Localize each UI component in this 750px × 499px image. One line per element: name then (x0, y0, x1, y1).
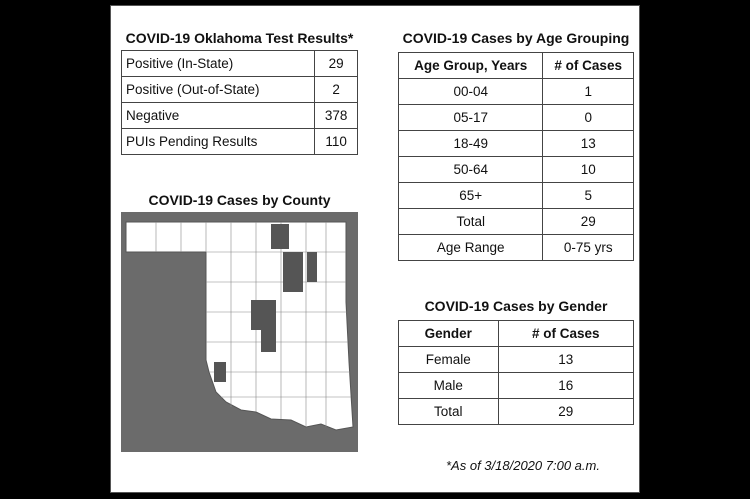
cell: Total (397, 208, 544, 235)
header-cell: # of Cases (497, 320, 635, 347)
case-counties (214, 224, 317, 382)
panel: COVID-19 Oklahoma Test Results* Positive… (110, 5, 640, 493)
row: 00-04 1 (397, 78, 634, 105)
cell: Negative (120, 102, 316, 129)
cell: 0-75 yrs (542, 234, 634, 261)
row: 50-64 10 (397, 156, 634, 183)
cell: 65+ (397, 182, 544, 209)
cell: 378 (314, 102, 358, 129)
test-results-table: Positive (In-State) 29 Positive (Out-of-St… (120, 50, 358, 155)
table-title: COVID-19 Oklahoma Test Results* (125, 30, 354, 46)
cell: 00-04 (397, 78, 544, 105)
row: Positive (In-State) 29 (120, 50, 358, 77)
header-cell: Gender (398, 320, 499, 347)
cell: Positive (In-State) (120, 50, 316, 77)
header-row: Age Group, Years # of Cases (397, 52, 634, 79)
table-title: COVID-19 Cases by Gender (424, 298, 608, 314)
county-map (121, 212, 358, 452)
cell: 2 (314, 76, 358, 103)
row: Positive (Out-of-State) 2 (120, 76, 358, 103)
gender-table: Gender # of Cases Female 13 Male 16 Total 29 (398, 320, 635, 425)
footnote: *As of 3/18/2020 7:00 a.m. (446, 458, 600, 473)
row: Total 29 (398, 398, 635, 425)
cell: 110 (314, 128, 358, 155)
cell: Female (398, 346, 499, 373)
row: Negative 378 (120, 102, 358, 129)
row: PUIs Pending Results 110 (120, 128, 358, 155)
cell: PUIs Pending Results (120, 128, 316, 155)
cell: Male (398, 372, 499, 399)
cell: Age Range (397, 234, 544, 261)
cell: 29 (497, 398, 635, 425)
age-table: Age Group, Years # of Cases 00-04 1 05-17 0 18… (397, 52, 634, 261)
cell: 05-17 (397, 104, 544, 131)
cell: 0 (542, 104, 634, 131)
row: Total 29 (397, 208, 634, 235)
cell: Positive (Out-of-State) (120, 76, 316, 103)
cell: 10 (542, 156, 634, 183)
cell: 29 (542, 208, 634, 235)
row: Age Range 0-75 yrs (397, 234, 634, 261)
map-title: COVID-19 Cases by County (148, 192, 331, 208)
cell: 1 (542, 78, 634, 105)
cell: Total (398, 398, 499, 425)
row: 18-49 13 (397, 130, 634, 157)
header-cell: # of Cases (542, 52, 634, 79)
row: Male 16 (398, 372, 635, 399)
row: Female 13 (398, 346, 635, 373)
table-title: COVID-19 Cases by Age Grouping (402, 30, 630, 46)
cell: 13 (542, 130, 634, 157)
county-lines (155, 222, 351, 427)
header-row: Gender # of Cases (398, 320, 635, 347)
cell: 5 (542, 182, 634, 209)
cell: 16 (497, 372, 635, 399)
cell: 13 (497, 346, 635, 373)
cell: 50-64 (397, 156, 544, 183)
header-cell: Age Group, Years (397, 52, 544, 79)
cell: 29 (314, 50, 358, 77)
row: 05-17 0 (397, 104, 634, 131)
row: 65+ 5 (397, 182, 634, 209)
cell: 18-49 (397, 130, 544, 157)
